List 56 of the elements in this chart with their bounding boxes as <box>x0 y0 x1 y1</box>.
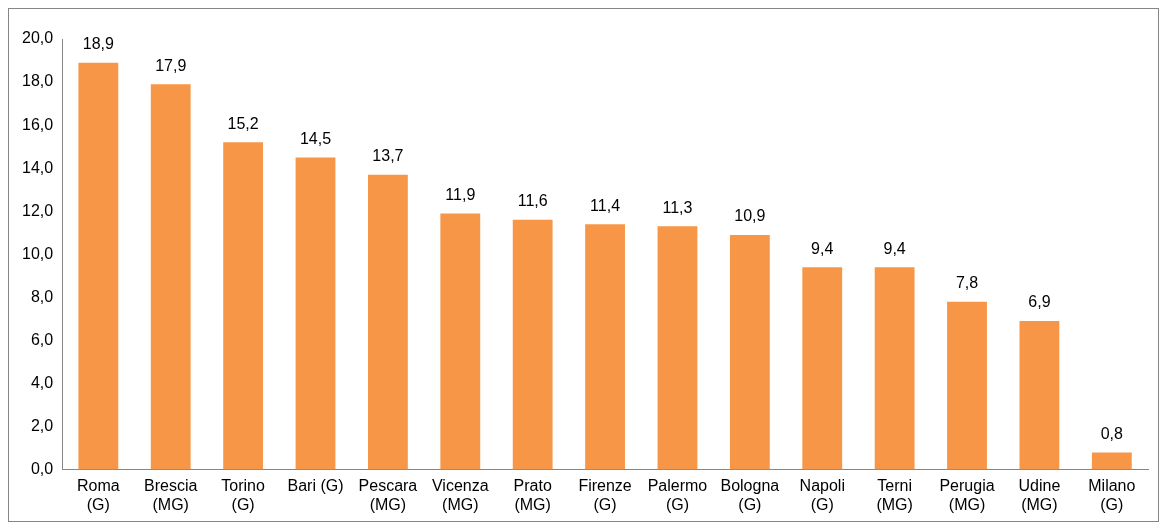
bar <box>295 157 336 470</box>
y-tick-label: 12,0 <box>22 201 54 219</box>
bar <box>367 174 408 470</box>
data-label: 11,3 <box>662 198 693 216</box>
x-tick-label: Perugia (MG) <box>939 476 995 513</box>
y-tick-label: 0,0 <box>30 460 54 478</box>
data-label: 9,4 <box>811 239 834 257</box>
bar <box>947 301 987 470</box>
data-label: 11,6 <box>517 192 548 210</box>
bar <box>150 84 191 470</box>
data-label: 9,4 <box>883 239 906 257</box>
y-tick-label: 10,0 <box>22 244 54 262</box>
data-label: 10,9 <box>734 207 766 225</box>
data-label: 17,9 <box>155 56 187 74</box>
bar <box>1019 321 1060 470</box>
bar <box>802 267 843 470</box>
data-label: 6,9 <box>1028 293 1051 311</box>
y-tick-label: 20,0 <box>22 29 54 47</box>
data-label: 11,4 <box>590 196 621 214</box>
data-label: 7,8 <box>955 274 979 292</box>
bar <box>223 142 264 470</box>
bar <box>729 234 770 470</box>
bar <box>512 219 553 470</box>
x-tick-label: Brescia (MG) <box>144 476 198 513</box>
bar <box>874 267 915 470</box>
y-tick-label: 16,0 <box>22 115 54 133</box>
x-tick-label: Napoli (G) <box>799 476 845 513</box>
data-label: 15,2 <box>227 114 259 132</box>
x-tick-label: Prato (MG) <box>513 476 552 513</box>
y-tick-label: 6,0 <box>30 330 54 348</box>
bar <box>78 62 119 470</box>
y-tick-label: 2,0 <box>30 416 54 434</box>
x-tick-label: Roma (G) <box>76 476 120 513</box>
y-tick-label: 14,0 <box>22 158 54 176</box>
bar <box>1091 452 1132 470</box>
data-label: 18,9 <box>82 35 115 53</box>
x-tick-label: Vicenza (MG) <box>431 476 489 513</box>
x-tick-label: Firenze (G) <box>578 476 632 513</box>
data-label: 13,7 <box>372 147 404 165</box>
bar <box>585 224 625 470</box>
data-label: 0,8 <box>1100 424 1124 442</box>
bar <box>657 226 698 470</box>
y-tick-label: 4,0 <box>30 373 54 391</box>
x-tick-label: Pescara (MG) <box>358 476 418 513</box>
x-tick-label: Terni (MG) <box>876 476 913 513</box>
x-tick-label: Palermo (G) <box>647 476 708 513</box>
x-tick-label: Milano (G) <box>1088 476 1136 513</box>
x-tick-label: Bologna (G) <box>720 476 780 513</box>
bar <box>440 213 481 470</box>
x-tick-label: Bari (G) <box>287 476 344 494</box>
y-tick-label: 8,0 <box>30 287 54 305</box>
x-tick-label: Udine (MG) <box>1018 476 1061 513</box>
y-tick-label: 18,0 <box>22 72 54 90</box>
x-tick-label: Torino (G) <box>221 476 266 513</box>
data-label: 11,9 <box>445 185 476 203</box>
data-label: 14,5 <box>299 129 332 147</box>
